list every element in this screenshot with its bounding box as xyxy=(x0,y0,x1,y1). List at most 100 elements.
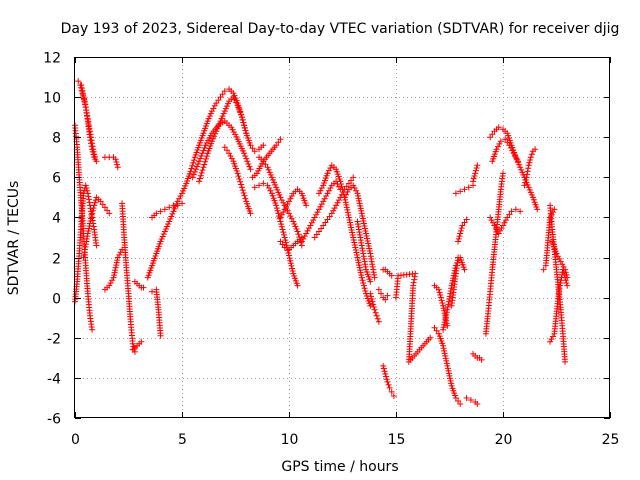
data-point xyxy=(443,309,450,316)
data-point xyxy=(435,286,442,293)
data-point xyxy=(235,173,242,180)
data-point xyxy=(362,287,369,294)
series-arc-am xyxy=(470,350,485,363)
data-point xyxy=(383,376,390,383)
data-point xyxy=(168,213,175,220)
data-point xyxy=(279,241,286,248)
data-point xyxy=(525,162,532,169)
data-point xyxy=(516,161,523,168)
data-point xyxy=(87,217,94,224)
data-point xyxy=(91,199,98,206)
data-point xyxy=(256,182,263,189)
series-arc-x xyxy=(315,162,374,309)
series-arc-ak xyxy=(452,182,477,197)
data-point xyxy=(365,243,372,250)
data-point xyxy=(444,365,451,372)
y-tick-label: 10 xyxy=(43,91,61,107)
data-point xyxy=(354,254,361,261)
data-point xyxy=(245,160,252,167)
data-point xyxy=(111,269,118,276)
data-point xyxy=(358,207,365,214)
data-point xyxy=(324,170,331,177)
y-tick-label: 4 xyxy=(52,211,61,227)
data-point xyxy=(318,185,325,192)
series-arc-g xyxy=(101,154,121,171)
data-point xyxy=(85,227,92,234)
y-tick-label: 2 xyxy=(52,252,61,268)
data-point xyxy=(474,400,481,407)
y-tick-label: -4 xyxy=(47,372,61,388)
data-point xyxy=(104,207,111,214)
data-point xyxy=(445,367,452,374)
data-point xyxy=(506,211,513,218)
data-point xyxy=(356,197,363,204)
data-point xyxy=(350,174,357,181)
data-point xyxy=(440,324,447,331)
data-point xyxy=(357,205,364,212)
series-arc-y xyxy=(341,182,378,281)
data-point xyxy=(93,158,100,165)
data-point xyxy=(204,118,211,125)
data-point xyxy=(273,202,280,209)
data-point xyxy=(164,223,171,230)
data-point xyxy=(338,183,345,190)
data-point xyxy=(352,247,359,254)
data-point xyxy=(369,298,376,305)
data-point xyxy=(234,170,241,177)
data-point xyxy=(260,142,267,149)
data-point xyxy=(129,340,136,347)
data-point xyxy=(456,233,463,240)
data-point xyxy=(157,238,164,245)
data-point xyxy=(500,222,506,229)
data-point xyxy=(346,219,353,226)
data-point xyxy=(371,274,378,281)
data-point xyxy=(189,162,196,169)
data-point xyxy=(436,289,443,296)
data-point xyxy=(562,269,569,276)
data-point xyxy=(367,302,374,309)
data-point xyxy=(344,209,351,216)
data-point xyxy=(290,218,297,225)
data-point xyxy=(321,195,328,202)
data-point xyxy=(500,170,506,177)
data-point xyxy=(114,257,121,264)
data-point xyxy=(523,174,530,181)
data-point xyxy=(313,211,320,218)
data-point xyxy=(356,262,363,269)
data-point xyxy=(161,228,168,235)
data-point xyxy=(287,195,294,202)
data-point xyxy=(442,352,449,359)
data-point xyxy=(277,238,284,245)
series-arc-ae xyxy=(393,270,434,365)
data-point xyxy=(487,214,494,221)
data-point xyxy=(524,171,531,178)
data-point xyxy=(375,286,382,293)
data-point xyxy=(287,213,294,220)
data-point xyxy=(355,257,362,264)
data-point xyxy=(331,205,338,212)
series-arc-aj xyxy=(455,216,470,245)
data-point xyxy=(345,211,352,218)
series-arc-o xyxy=(196,94,267,185)
data-point xyxy=(356,264,363,271)
data-point xyxy=(496,140,503,147)
data-point xyxy=(157,332,164,339)
data-point xyxy=(374,315,381,322)
data-point xyxy=(80,91,87,98)
data-point xyxy=(162,225,169,232)
data-point xyxy=(345,180,352,187)
data-point xyxy=(320,198,327,205)
data-point xyxy=(390,392,397,399)
data-point xyxy=(382,296,389,303)
data-point xyxy=(361,285,368,292)
data-point xyxy=(112,267,119,274)
data-point xyxy=(562,266,569,273)
data-point xyxy=(286,198,292,205)
data-point xyxy=(190,159,197,166)
data-point xyxy=(363,232,370,239)
data-point xyxy=(223,147,230,154)
data-point xyxy=(111,272,118,279)
data-point xyxy=(317,187,324,194)
data-point xyxy=(268,174,275,181)
data-point xyxy=(470,175,477,182)
